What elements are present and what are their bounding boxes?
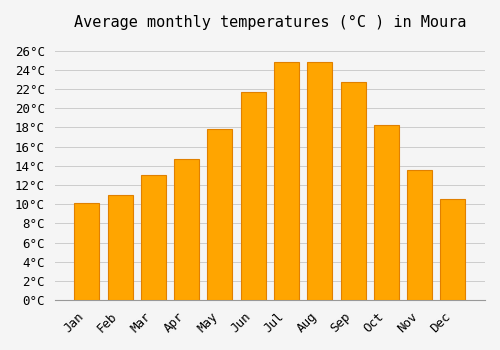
Bar <box>208 129 233 300</box>
Bar <box>174 159 199 300</box>
Bar <box>407 170 432 300</box>
Bar <box>374 125 399 300</box>
Bar <box>108 195 132 300</box>
Bar <box>340 82 365 300</box>
Bar <box>274 62 299 300</box>
Bar <box>308 62 332 300</box>
Bar <box>240 92 266 300</box>
Bar <box>74 203 99 300</box>
Title: Average monthly temperatures (°C ) in Moura: Average monthly temperatures (°C ) in Mo… <box>74 15 466 30</box>
Bar <box>440 199 466 300</box>
Bar <box>141 175 166 300</box>
